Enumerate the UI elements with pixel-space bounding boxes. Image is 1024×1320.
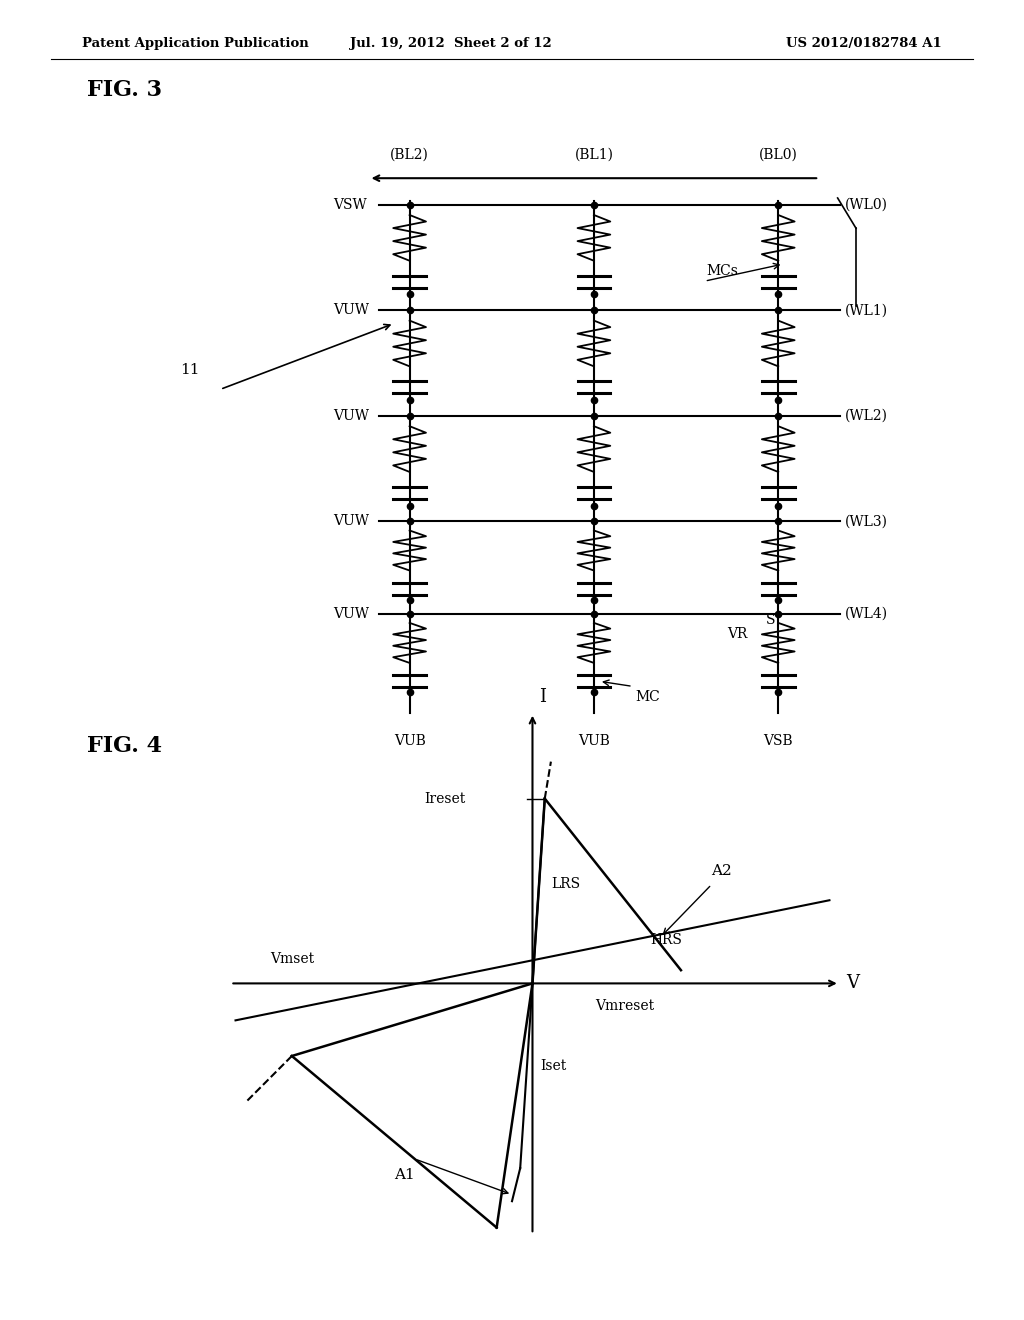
Text: V: V <box>846 974 859 993</box>
Text: Vmreset: Vmreset <box>595 999 654 1014</box>
Text: VUW: VUW <box>333 515 369 528</box>
Text: I: I <box>540 688 546 706</box>
Text: Ireset: Ireset <box>425 792 466 805</box>
Text: Vmset: Vmset <box>269 952 314 966</box>
Text: VUW: VUW <box>333 304 369 317</box>
Text: (WL4): (WL4) <box>845 607 888 620</box>
Text: VUB: VUB <box>393 734 426 748</box>
Text: A1: A1 <box>394 1168 415 1181</box>
Text: (WL2): (WL2) <box>845 409 888 422</box>
Text: Jul. 19, 2012  Sheet 2 of 12: Jul. 19, 2012 Sheet 2 of 12 <box>349 37 552 50</box>
Text: US 2012/0182784 A1: US 2012/0182784 A1 <box>786 37 942 50</box>
Text: 11: 11 <box>180 363 200 376</box>
Text: VR: VR <box>727 627 748 640</box>
Text: HRS: HRS <box>650 933 682 946</box>
Text: VSW: VSW <box>333 198 367 211</box>
Text: A2: A2 <box>712 865 732 878</box>
Text: VUB: VUB <box>578 734 610 748</box>
Text: Iset: Iset <box>541 1059 567 1073</box>
Text: LRS: LRS <box>551 878 580 891</box>
Text: MCs: MCs <box>707 264 738 277</box>
Text: VUW: VUW <box>333 607 369 620</box>
Text: S: S <box>766 614 775 627</box>
Text: (BL0): (BL0) <box>759 148 798 161</box>
Text: (BL1): (BL1) <box>574 148 613 161</box>
Text: MC: MC <box>635 690 659 704</box>
Text: VUW: VUW <box>333 409 369 422</box>
Text: Patent Application Publication: Patent Application Publication <box>82 37 308 50</box>
Text: VSB: VSB <box>764 734 793 748</box>
Text: (WL3): (WL3) <box>845 515 888 528</box>
Text: (BL2): (BL2) <box>390 148 429 161</box>
Text: (WL1): (WL1) <box>845 304 888 317</box>
Text: FIG. 3: FIG. 3 <box>87 79 162 100</box>
Text: FIG. 4: FIG. 4 <box>87 735 162 756</box>
Text: (WL0): (WL0) <box>845 198 888 211</box>
